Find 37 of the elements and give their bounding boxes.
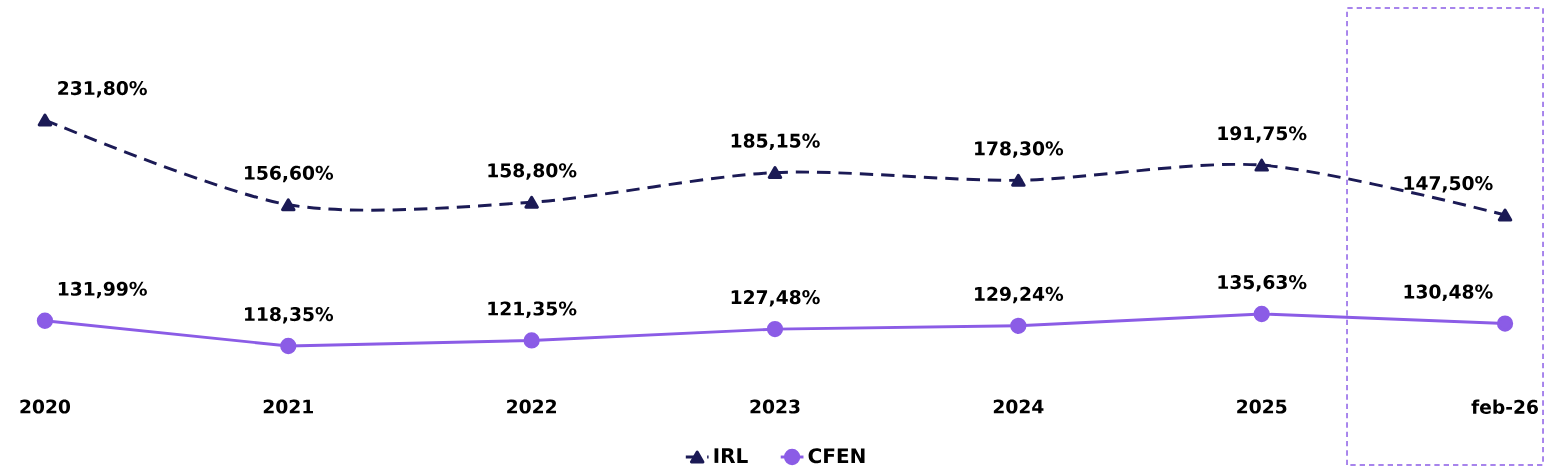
x-tick-label: 2025 [1237,399,1287,414]
point [281,198,296,212]
point [1253,305,1270,323]
point [1011,173,1026,187]
x-tick-label: 2023 [750,399,800,414]
point [766,320,784,338]
x-tick-label: 2022 [507,399,557,414]
point [1497,208,1513,222]
legend-label: CFEN [808,448,865,464]
point [1254,158,1269,172]
x-tick-label: 2020 [20,399,71,414]
point [524,195,539,209]
data-label: 135,63% [1218,275,1307,292]
data-label: 127,48% [731,290,820,307]
data-label: 185,15% [731,133,820,151]
data-label: 231,80% [58,81,147,98]
point [523,332,540,349]
data-label: 118,35% [245,307,334,324]
point [280,337,297,355]
data-label: 121,35% [488,301,577,318]
x-tick-label: 2024 [993,399,1044,414]
point [37,113,53,127]
data-label: 158,80% [488,163,577,180]
data-label: 131,99% [58,281,147,299]
data-label: 130,48% [1404,284,1493,302]
data-label: 178,30% [975,141,1064,158]
data-label: 191,75% [1218,126,1307,143]
data-label: 147,50% [1404,176,1493,193]
x-tick-label: feb-26 [1471,399,1538,414]
point [767,166,783,180]
point [1010,317,1027,334]
point [1496,315,1514,332]
data-label: 156,60% [245,165,334,183]
point [36,312,54,329]
data-label: 129,24% [975,286,1064,304]
x-tick-label: 2021 [263,399,313,414]
legend-label: IRL [714,448,748,463]
